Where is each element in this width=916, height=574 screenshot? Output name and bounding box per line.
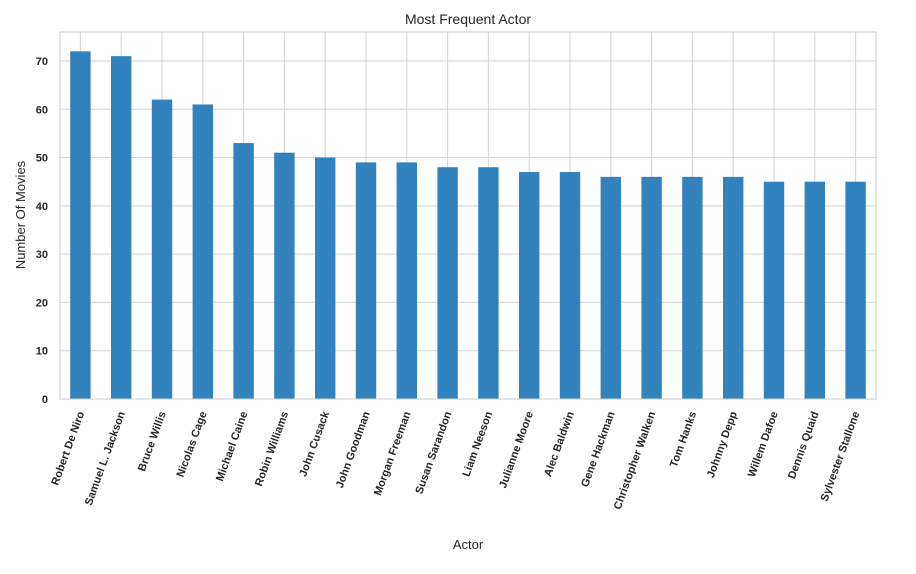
bar-gene-hackman <box>600 176 621 399</box>
bar-susan-sarandon <box>437 167 458 399</box>
x-tick-label: Willem Dafoe <box>746 410 781 479</box>
bar-robin-williams <box>274 152 295 399</box>
x-tick-label: Robin Williams <box>253 410 291 488</box>
chart-title: Most Frequent Actor <box>405 11 531 27</box>
bar-willem-dafoe <box>763 181 785 399</box>
bar-nicolas-cage <box>192 104 213 400</box>
bar-johnny-depp <box>723 176 744 399</box>
y-tick-labels: 0 10 20 30 40 50 60 70 <box>36 56 48 406</box>
x-tick-label: Julianne Moore <box>497 410 536 490</box>
plot-frame <box>59 31 877 400</box>
y-tick-label: 60 <box>36 104 48 116</box>
bar-julianne-moore <box>519 172 540 399</box>
bar-layer <box>70 51 866 400</box>
x-tick-label: Bruce Willis <box>136 410 169 473</box>
y-tick-label: 70 <box>36 56 48 68</box>
bar-dennis-quaid <box>804 181 825 399</box>
bar-alec-baldwin <box>559 172 581 399</box>
x-axis-label: Actor <box>453 537 484 552</box>
bar-john-goodman <box>355 162 377 399</box>
bar-bruce-willis <box>151 99 173 400</box>
x-tick-label: Nicolas Cage <box>175 410 210 479</box>
x-tick-label: John Goodman <box>334 410 373 490</box>
y-tick-label: 0 <box>42 394 48 406</box>
x-tick-label: Robert De Niro <box>49 410 87 487</box>
grid-layer <box>60 32 876 400</box>
x-tick-label: Michael Caine <box>214 410 250 483</box>
x-tick-label: Sylvester Stallone <box>819 410 863 503</box>
x-tick-label: Alec Baldwin <box>542 410 577 479</box>
x-tick-label: Christopher Walken <box>612 410 659 512</box>
y-tick-label: 20 <box>36 297 48 309</box>
x-tick-label: Susan Sarandon <box>413 410 454 496</box>
y-tick-label: 30 <box>36 249 48 261</box>
x-tick-label: Morgan Freeman <box>372 410 414 498</box>
bar-sylvester-stallone <box>845 181 866 399</box>
x-tick-label: Johnny Depp <box>705 410 740 480</box>
bar-christopher-walken <box>641 176 662 399</box>
y-axis-label: Number Of Movies <box>13 160 28 269</box>
bar-robert-de-niro <box>70 51 91 399</box>
bar-samuel-l-jackson <box>111 56 132 399</box>
x-tick-label: John Cusack <box>297 409 332 478</box>
x-tick-label: Tom Hanks <box>668 410 699 469</box>
bar-morgan-freeman <box>396 162 417 399</box>
y-tick-label: 10 <box>36 346 48 358</box>
x-tick-label: Dennis Quaid <box>786 410 822 481</box>
bar-liam-neeson <box>478 167 499 399</box>
x-tick-label: Liam Neeson <box>461 410 496 479</box>
bar-tom-hanks <box>682 176 703 399</box>
y-tick-label: 40 <box>36 201 48 213</box>
y-tick-label: 50 <box>36 153 48 165</box>
x-tick-label: Samuel L. Jackson <box>83 410 128 507</box>
bar-michael-caine <box>233 143 254 399</box>
x-tick-label: Gene Hackman <box>579 410 618 489</box>
bar-john-cusack <box>315 157 336 399</box>
